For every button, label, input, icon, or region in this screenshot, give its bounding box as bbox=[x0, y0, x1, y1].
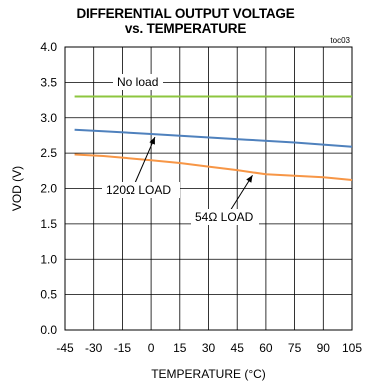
annotations: No load 120Ω LOAD 54Ω LOAD bbox=[102, 74, 259, 225]
y-tick-label: 4.0 bbox=[40, 40, 57, 54]
54-ohm-label-box bbox=[191, 209, 259, 225]
x-tick-label: 15 bbox=[173, 341, 187, 355]
series-line-2 bbox=[74, 153, 353, 181]
y-tick-label: 0.5 bbox=[40, 288, 57, 302]
y-tick-label: 2.5 bbox=[40, 146, 57, 160]
x-axis-label: TEMPERATURE (°C) bbox=[151, 367, 266, 381]
plot-frame bbox=[64, 46, 353, 331]
chart-title: DIFFERENTIAL OUTPUT VOLTAGE vs. TEMPERAT… bbox=[0, 6, 371, 36]
no-load-label-box bbox=[113, 74, 163, 90]
54-ohm-arrow bbox=[229, 174, 253, 212]
120-ohm-arrow bbox=[134, 136, 156, 184]
y-tick-label: 2.0 bbox=[40, 182, 57, 196]
120-ohm-label: 120Ω LOAD bbox=[106, 183, 171, 197]
x-tick-label: 90 bbox=[317, 341, 331, 355]
x-tick-label: 60 bbox=[259, 341, 273, 355]
120-ohm-arrow-head bbox=[149, 137, 155, 145]
x-tick-label: 30 bbox=[202, 341, 216, 355]
grid bbox=[65, 47, 352, 330]
x-tick-label: -30 bbox=[85, 341, 103, 355]
y-tick-label: 1.5 bbox=[40, 217, 57, 231]
y-tick-label: 3.5 bbox=[40, 75, 57, 89]
x-tick-label: 45 bbox=[231, 341, 245, 355]
x-tick-label: -45 bbox=[56, 341, 74, 355]
x-axis-ticks: -45 -30 -15 0 15 30 45 60 75 90 105 bbox=[56, 341, 362, 355]
120-ohm-label-box bbox=[102, 182, 180, 198]
x-tick-label: -15 bbox=[114, 341, 132, 355]
y-tick-label: 0.0 bbox=[40, 323, 57, 337]
y-tick-label: 3.0 bbox=[40, 111, 57, 125]
y-axis-label: VOD (V) bbox=[10, 166, 24, 211]
y-tick-label: 1.0 bbox=[40, 252, 57, 266]
54-ohm-arrow-head bbox=[246, 175, 253, 183]
x-tick-label: 75 bbox=[288, 341, 302, 355]
x-tick-label: 0 bbox=[148, 341, 155, 355]
chart-title-line2: vs. TEMPERATURE bbox=[124, 21, 247, 36]
54-ohm-label: 54Ω LOAD bbox=[195, 210, 254, 224]
chart-title-line1: DIFFERENTIAL OUTPUT VOLTAGE bbox=[76, 6, 295, 21]
series-line-1 bbox=[74, 128, 353, 148]
series-lines bbox=[74, 95, 353, 181]
corner-tag: toc03 bbox=[330, 36, 350, 45]
x-tick-label: 105 bbox=[342, 341, 362, 355]
no-load-label: No load bbox=[117, 75, 158, 89]
y-axis-ticks: 0.0 0.5 1.0 1.5 2.0 2.5 3.0 3.5 4.0 bbox=[40, 40, 57, 337]
